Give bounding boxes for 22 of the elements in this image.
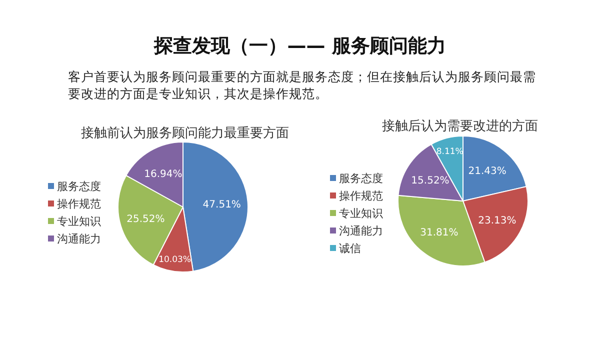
legend-label: 操作规范 (339, 190, 383, 202)
text: 客户首要认为服务顾问最重要的方面就是服务态度；但在接触后认为服务顾问最需要改进的方面是专业知识，其次是操作规范。 (68, 68, 537, 102)
legend-label: 诚信 (339, 242, 361, 255)
data-label: 23.13% (478, 215, 516, 226)
data-label: 31.81% (420, 227, 458, 238)
data-label: 10.03% (158, 254, 191, 265)
data-label: 8.11% (436, 147, 464, 158)
data-label: 15.52% (411, 175, 450, 186)
text: 探查发现（一）—— 服务顾问能力 (153, 35, 446, 57)
chart-title: 接触后认为需要改进的方面 (382, 118, 538, 134)
data-label: 47.51% (202, 199, 241, 210)
data-label: 16.94% (144, 168, 182, 180)
data-label: 25.52% (126, 214, 165, 225)
legend-label: 沟通能力 (57, 232, 101, 246)
legend-label: 服务态度 (339, 172, 383, 185)
legend-label: 专业知识 (339, 207, 383, 220)
legend-label: 服务态度 (57, 180, 101, 193)
legend-label: 沟通能力 (339, 224, 383, 238)
data-label: 21.43% (468, 166, 506, 178)
chart-title: 接触前认为服务顾问能力最重要方面 (81, 125, 289, 141)
legend-label: 专业知识 (57, 215, 101, 228)
legend-label: 操作规范 (57, 198, 101, 210)
